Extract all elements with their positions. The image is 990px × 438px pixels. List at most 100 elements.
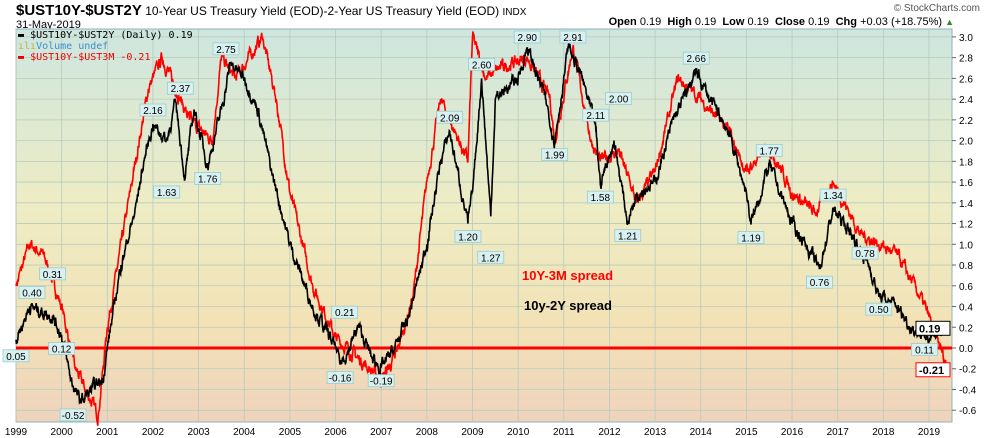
- point-label-box: [59, 408, 87, 422]
- x-tick-label: 2010: [507, 427, 530, 438]
- open-label: Open: [608, 16, 637, 28]
- point-label-text: 2.75: [216, 45, 236, 56]
- volume-icon: ılı: [18, 41, 37, 52]
- point-label-box: [18, 286, 46, 299]
- point-label: 2.60: [468, 57, 496, 71]
- x-tick-label: 1999: [5, 427, 28, 438]
- point-label-text: 1.63: [157, 188, 177, 199]
- point-label-box: [865, 302, 893, 316]
- point-label-text: 0.11: [915, 346, 934, 357]
- x-tick-label: 2004: [233, 427, 256, 438]
- x-tick-label: 2012: [598, 427, 621, 438]
- point-label-box: [541, 148, 569, 162]
- close-label: Close: [775, 16, 805, 28]
- open-value: 0.19: [639, 16, 662, 28]
- point-label-box: [605, 92, 632, 105]
- point-label: 0.40: [18, 286, 46, 300]
- point-label-text: 0.12: [52, 345, 72, 356]
- low-value: 0.19: [747, 16, 769, 28]
- point-label-box: [367, 374, 395, 388]
- point-label-text: 2.60: [472, 60, 492, 71]
- point-label: 1.20: [454, 230, 482, 244]
- point-label-box: [39, 267, 66, 281]
- point-label: 0.11: [911, 343, 938, 357]
- point-label: 1.76: [194, 172, 222, 185]
- y-tick-label: 1.6: [959, 178, 973, 189]
- chart-date: 31-May-2019: [16, 19, 81, 31]
- point-label-box: [582, 108, 610, 122]
- x-tick-label: 2003: [187, 427, 210, 438]
- last-value-box: [915, 320, 951, 336]
- chart-header: $UST10Y-$UST2Y 10-Year US Treasury Yield…: [16, 2, 526, 19]
- point-label: 2.09: [436, 110, 464, 124]
- point-label-box: [682, 51, 710, 65]
- legend-item-volume: ılıVolume undef: [18, 41, 109, 52]
- point-label-box: [326, 371, 354, 384]
- point-label: 0.31: [39, 267, 66, 281]
- y-tick-label: 0.2: [959, 323, 973, 334]
- annotation-10y-2y: 10y-2Y spread: [524, 298, 612, 313]
- x-tick-label: 2005: [279, 427, 302, 438]
- close-value: 0.19: [808, 16, 830, 28]
- point-label-box: [139, 103, 167, 117]
- high-label: High: [667, 16, 692, 28]
- point-label: 2.00: [605, 92, 632, 106]
- point-label: 1.63: [153, 185, 181, 199]
- point-label-text: -0.19: [370, 377, 393, 388]
- point-label-text: 0.40: [22, 289, 42, 300]
- point-label-box: [153, 185, 181, 199]
- legend: ▬ $UST10Y-$UST2Y (Daily) 0.19 ılıVolume …: [18, 30, 193, 63]
- point-label-text: 0.78: [855, 249, 875, 260]
- last-value-tag: -0.21: [915, 362, 951, 378]
- point-label-box: [212, 42, 240, 56]
- exchange: INDX: [502, 7, 527, 18]
- triangle-up-icon: ▲: [945, 17, 954, 27]
- point-label-box: [513, 30, 541, 44]
- y-tick-label: 3.0: [959, 33, 973, 44]
- point-label: 2.66: [682, 51, 710, 65]
- point-label: -0.19: [367, 374, 395, 388]
- y-tick-label: 2.6: [959, 74, 973, 85]
- point-label: -0.16: [326, 371, 354, 385]
- point-label-text: 1.58: [591, 193, 611, 204]
- point-label: 0.76: [806, 275, 833, 289]
- x-tick-label: 2015: [735, 427, 758, 438]
- x-tick-label: 2002: [142, 427, 165, 438]
- point-label: 1.77: [755, 144, 783, 157]
- point-label-text: 0.05: [6, 352, 26, 363]
- point-label-text: 0.31: [43, 270, 63, 281]
- point-label: 2.91: [559, 30, 587, 44]
- x-tick-label: 2009: [461, 427, 484, 438]
- symbol: $UST10Y-$UST2Y: [16, 2, 142, 19]
- point-label-text: 2.90: [518, 33, 538, 44]
- x-tick-label: 2013: [644, 427, 667, 438]
- y-tick-label: 0.0: [959, 344, 973, 355]
- point-label: 0.12: [48, 342, 76, 356]
- point-label-text: 0.50: [869, 305, 889, 316]
- low-label: Low: [722, 16, 745, 28]
- point-label: 0.21: [331, 305, 359, 319]
- point-label: 1.19: [737, 231, 765, 245]
- last-value-label: -0.21: [919, 365, 944, 377]
- description: 10-Year US Treasury Yield (EOD)-2-Year U…: [145, 4, 500, 18]
- point-label-box: [194, 172, 222, 185]
- y-tick-label: 1.2: [959, 220, 973, 231]
- x-tick-label: 2000: [51, 427, 74, 438]
- last-value-label: 0.19: [919, 323, 940, 335]
- y-tick-label: 2.0: [959, 137, 973, 148]
- y-tick-label: 2.8: [959, 54, 973, 65]
- legend-item-ust10y-ust3m: ▬ $UST10Y-$UST3M -0.21: [18, 52, 151, 63]
- x-tick-label: 2014: [690, 427, 713, 438]
- point-label-box: [911, 343, 938, 356]
- point-label: 2.90: [513, 30, 541, 44]
- x-tick-label: 2006: [324, 427, 347, 438]
- point-label-box: [454, 230, 482, 243]
- point-label-box: [614, 229, 642, 242]
- x-tick-label: 2018: [872, 427, 895, 438]
- point-label-box: [166, 81, 194, 95]
- point-label: 2.75: [212, 42, 240, 56]
- point-label: 0.78: [851, 246, 879, 260]
- x-tick-label: 2019: [918, 427, 941, 438]
- point-label-text: -0.16: [329, 374, 352, 385]
- legend-item-ust10y-ust2y: ▬ $UST10Y-$UST2Y (Daily) 0.19: [18, 30, 193, 41]
